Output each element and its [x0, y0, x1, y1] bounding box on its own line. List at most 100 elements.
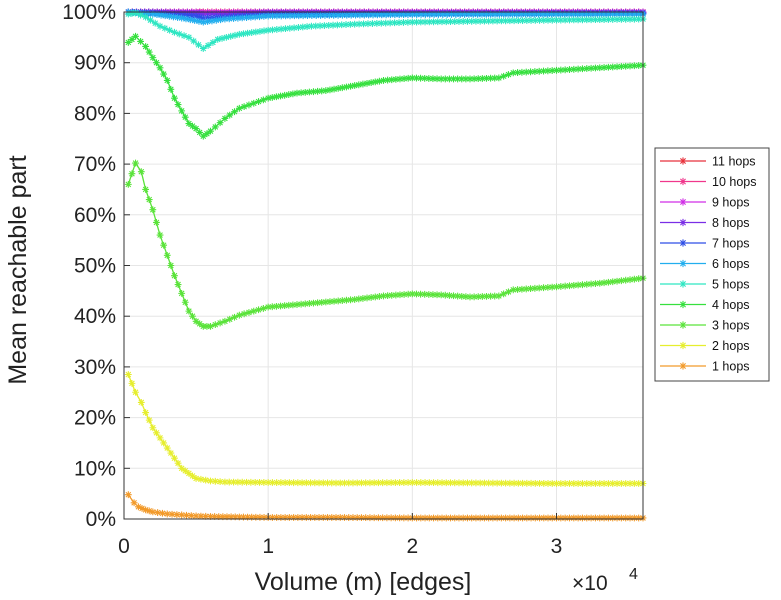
data-point	[493, 479, 501, 487]
legend-label: 10 hops	[712, 175, 756, 189]
data-point	[216, 319, 224, 327]
data-point	[290, 479, 298, 487]
data-point	[341, 514, 348, 521]
data-point	[438, 18, 446, 26]
data-point	[351, 20, 359, 28]
y-tick-label: 40%	[74, 305, 116, 328]
data-point	[245, 101, 253, 109]
data-point	[318, 87, 326, 95]
data-point	[459, 514, 467, 522]
data-point	[299, 23, 307, 31]
data-point	[211, 123, 219, 131]
data-point	[163, 510, 171, 518]
data-point	[315, 514, 323, 521]
data-point	[367, 79, 375, 87]
data-point	[281, 302, 289, 310]
legend-item: 11 hops	[660, 155, 756, 169]
data-point	[613, 480, 621, 487]
data-point	[587, 16, 595, 24]
legend-label: 9 hops	[712, 196, 750, 210]
data-point	[391, 11, 399, 19]
x-axis: 0 1 2 3	[118, 513, 562, 558]
data-point	[535, 10, 542, 18]
data-point	[160, 70, 168, 78]
data-point	[485, 17, 493, 25]
data-point	[149, 424, 157, 432]
data-point	[408, 290, 416, 298]
data-point	[609, 278, 617, 286]
data-point	[518, 285, 526, 293]
data-point	[635, 62, 643, 69]
data-point	[426, 11, 434, 18]
data-point	[196, 13, 204, 21]
data-point	[138, 504, 146, 512]
data-point	[561, 282, 569, 290]
data-point	[566, 16, 573, 24]
data-point	[476, 514, 484, 522]
legend-marker	[679, 280, 687, 288]
data-point	[208, 10, 216, 18]
data-point	[482, 10, 490, 18]
data-point	[168, 510, 176, 518]
data-point	[384, 292, 392, 300]
data-point	[400, 479, 408, 486]
data-point	[605, 278, 612, 286]
data-point	[307, 514, 314, 521]
data-point	[455, 479, 463, 487]
data-point	[240, 513, 247, 521]
data-point	[332, 479, 340, 487]
data-point	[574, 16, 582, 24]
data-point	[364, 20, 372, 28]
data-point	[413, 514, 420, 522]
y-tick-label: 50%	[74, 255, 116, 278]
data-point	[574, 514, 582, 522]
y-axis: 0% 10% 20% 30% 40% 50% 60% 70% 80% 90% 100%	[62, 1, 130, 531]
data-point	[592, 514, 599, 522]
data-point	[417, 290, 424, 298]
data-point	[221, 15, 229, 23]
data-point	[178, 14, 186, 22]
data-point	[421, 74, 429, 82]
data-point	[171, 11, 178, 18]
series-5-hops	[124, 9, 647, 52]
data-point	[192, 512, 200, 520]
data-point	[391, 479, 399, 487]
data-point	[442, 479, 450, 487]
data-point	[495, 10, 503, 18]
data-point	[434, 18, 442, 26]
data-point	[366, 514, 374, 522]
data-point	[622, 15, 630, 23]
data-point	[474, 75, 482, 83]
data-point	[250, 99, 258, 107]
data-point	[137, 398, 145, 406]
data-point	[225, 478, 233, 486]
data-point	[322, 298, 330, 306]
data-point	[579, 65, 586, 73]
data-point	[371, 293, 379, 301]
data-point	[375, 514, 382, 522]
data-point	[448, 11, 455, 18]
data-point	[238, 478, 246, 486]
data-point	[579, 16, 586, 24]
data-point	[128, 379, 136, 387]
data-point	[299, 12, 307, 20]
data-point	[447, 514, 454, 522]
data-point	[147, 16, 154, 24]
data-point	[330, 11, 338, 19]
data-point	[149, 10, 157, 18]
data-point	[421, 11, 429, 18]
data-point	[451, 479, 459, 487]
data-point	[574, 10, 582, 18]
data-point	[195, 17, 203, 25]
data-point	[165, 12, 173, 20]
data-point	[277, 25, 285, 33]
data-point	[366, 479, 374, 487]
data-point	[151, 19, 159, 27]
data-point	[470, 293, 478, 301]
legend-item: 9 hops	[660, 196, 750, 210]
data-point	[626, 276, 634, 284]
data-point	[396, 514, 404, 522]
data-point	[386, 19, 394, 27]
data-point	[277, 12, 285, 20]
data-point	[502, 479, 510, 487]
